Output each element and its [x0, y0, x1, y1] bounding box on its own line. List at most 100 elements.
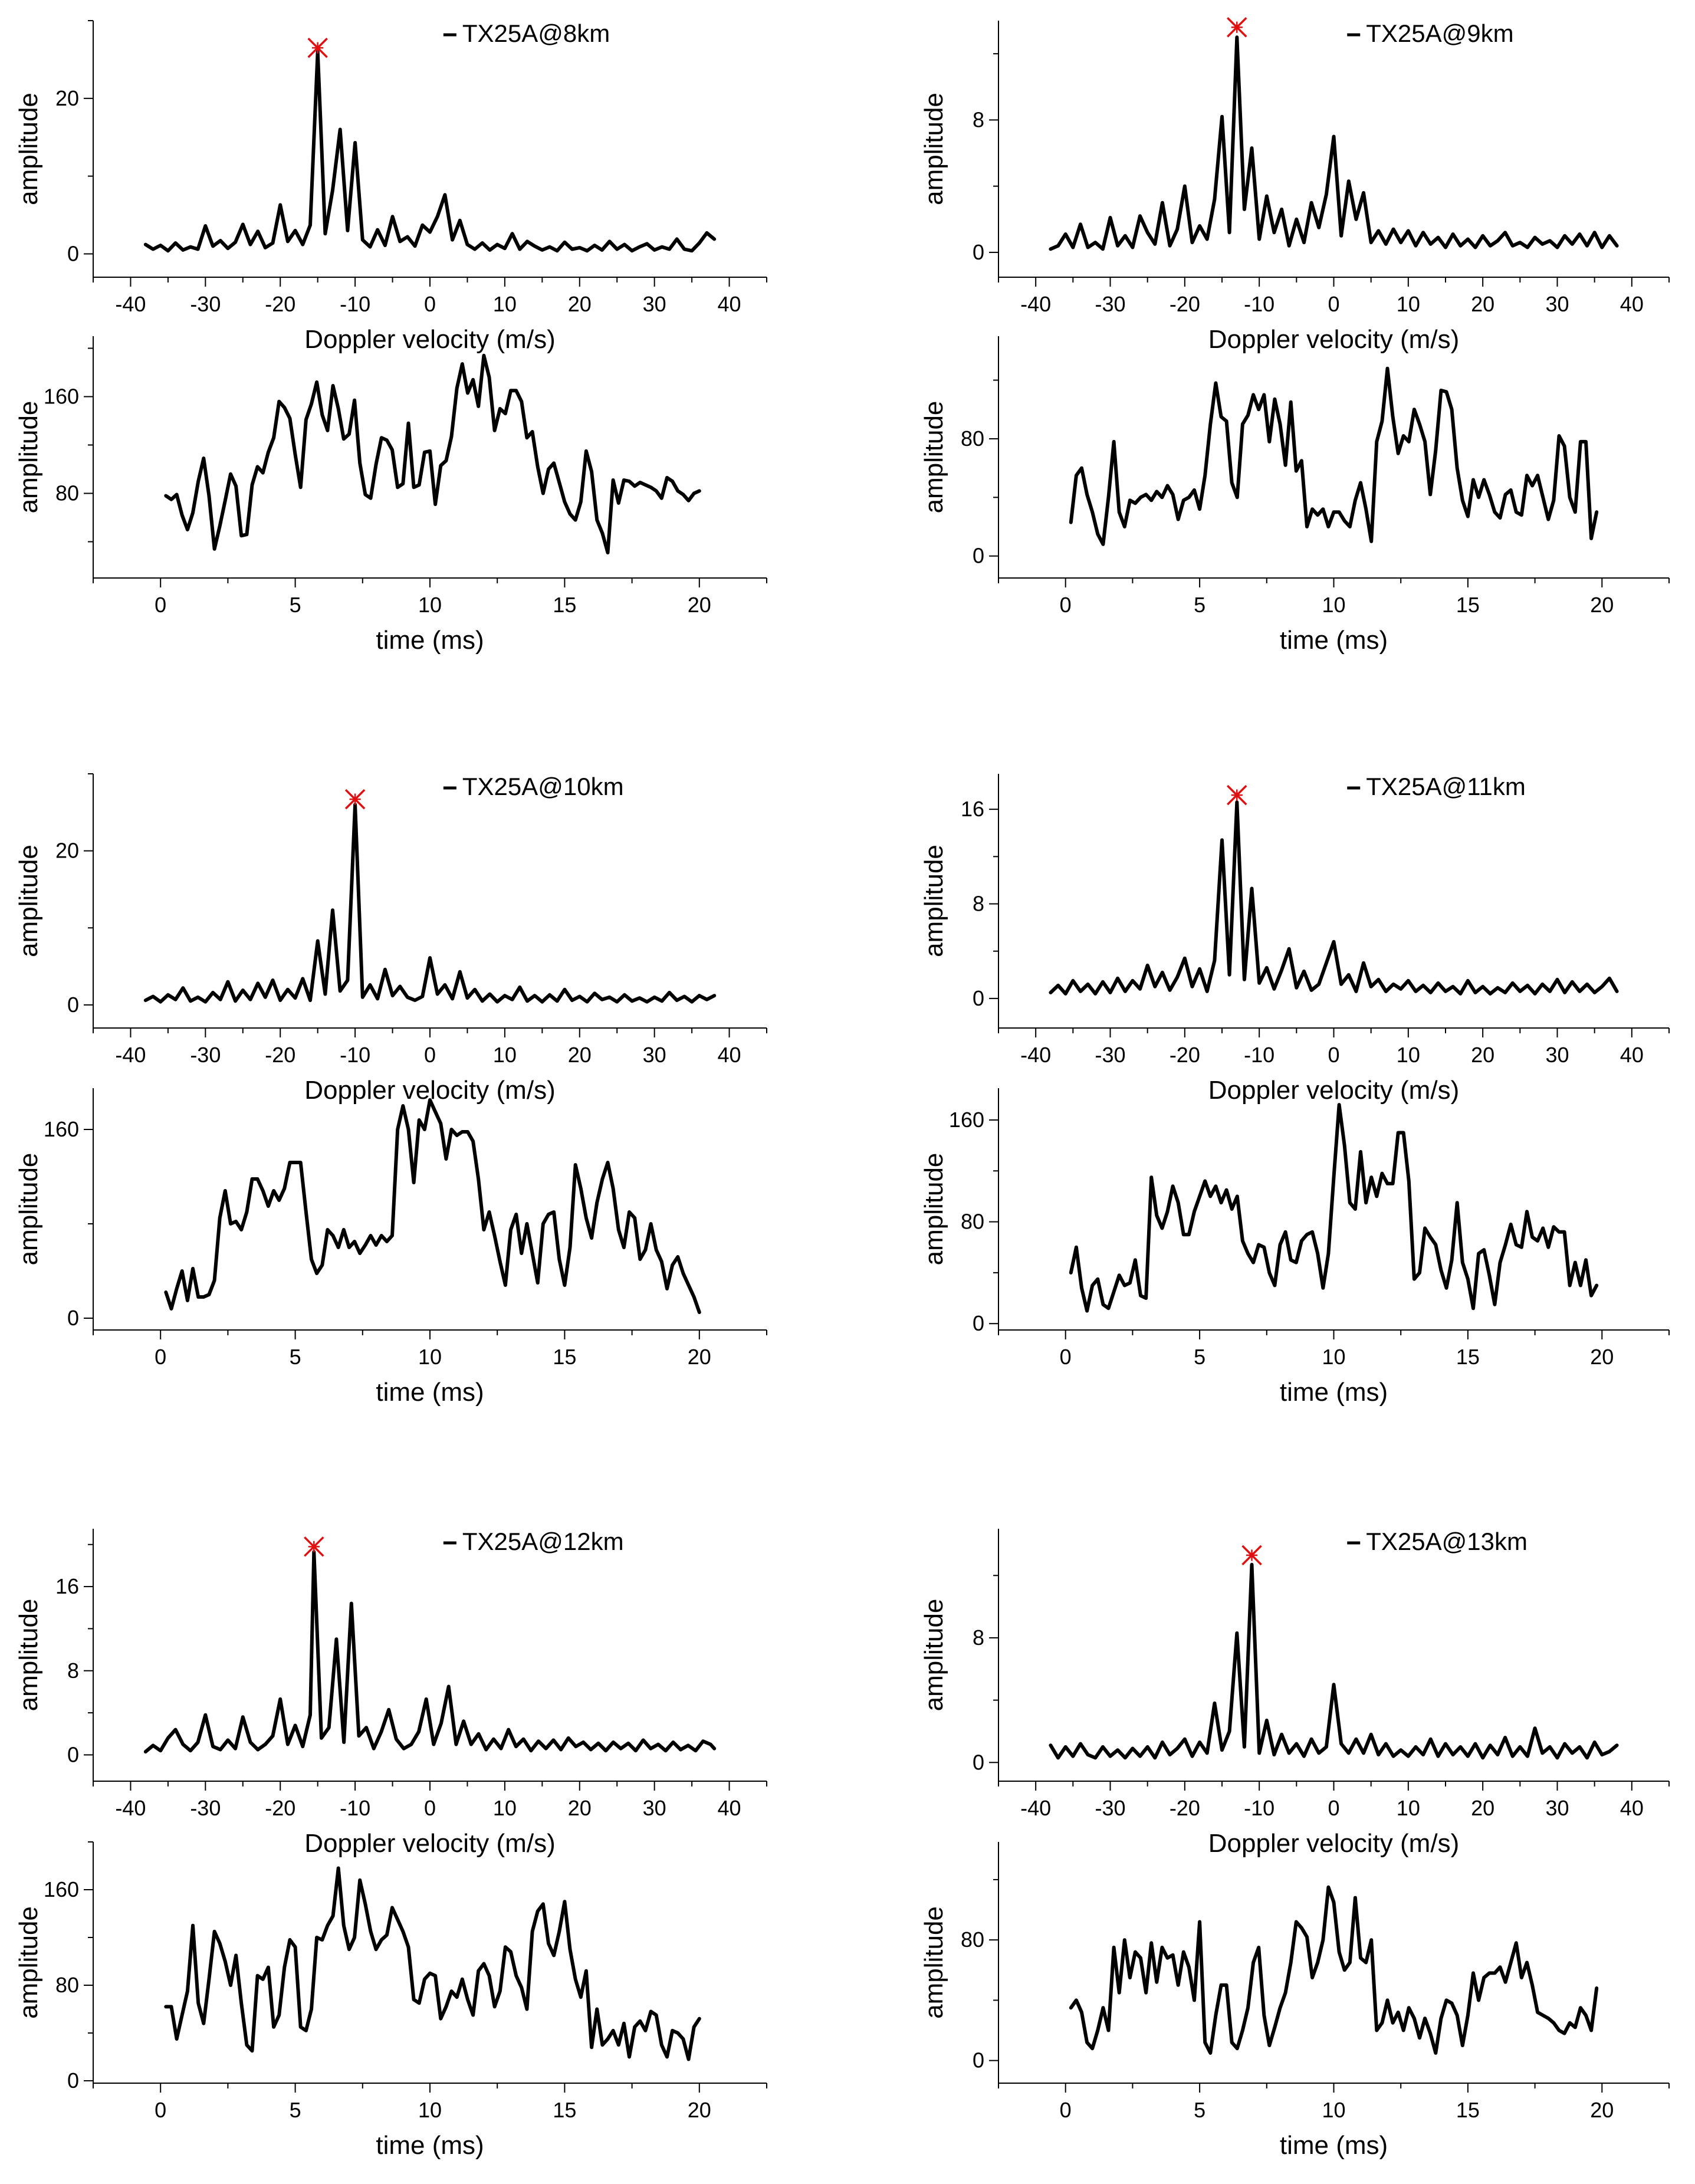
- peak-marker: [344, 789, 366, 810]
- x-tick-label: -40: [115, 292, 146, 316]
- legend-label: TX25A@8km: [462, 19, 610, 47]
- y-axis-label: amplitude: [919, 401, 948, 514]
- x-tick-label: 0: [1060, 1345, 1072, 1369]
- y-tick-label: 0: [67, 1742, 79, 1766]
- x-tick-label: 30: [1545, 292, 1569, 316]
- x-tick-label: 5: [1194, 593, 1205, 617]
- x-tick-label: -20: [1170, 292, 1200, 316]
- y-tick-label: 0: [973, 1311, 984, 1335]
- y-tick-label: 0: [67, 1306, 79, 1330]
- x-tick-label: 0: [155, 2098, 166, 2122]
- legend-label: TX25A@9km: [1366, 19, 1513, 47]
- chart-doppler-13km: -40 -30 -20 -10 0 10 20 30 40 0 8 Doppler velocity …: [919, 1528, 1670, 1858]
- x-tick-label: 20: [688, 2098, 711, 2122]
- x-tick-label: 5: [1194, 2098, 1205, 2122]
- y-tick-label: 80: [55, 1973, 79, 1997]
- peak-marker: [1241, 1545, 1262, 1566]
- x-tick-label: -30: [1095, 292, 1125, 316]
- x-tick-label: 10: [1397, 1043, 1420, 1067]
- y-axis-label: amplitude: [919, 845, 948, 957]
- chart-doppler-11km: -40 -30 -20 -10 0 10 20 30 40 0 8 16 Doppler velocit…: [919, 773, 1670, 1105]
- x-axis-label: Doppler velocity (m/s): [1208, 1829, 1459, 1858]
- x-tick-label: -20: [1170, 1796, 1200, 1820]
- x-tick-label: 15: [1456, 2098, 1480, 2122]
- x-tick-label: 5: [290, 593, 301, 617]
- chart-doppler-12km: -40 -30 -20 -10 0 10 20 30 40 0 8 16 Doppler velocit…: [14, 1528, 767, 1858]
- x-tick-label: 10: [1322, 593, 1345, 617]
- series-line: [1049, 1562, 1619, 1760]
- y-tick-label: 0: [973, 544, 984, 568]
- x-tick-label: 20: [1471, 1043, 1494, 1067]
- x-axis-label: time (ms): [376, 1378, 484, 1407]
- series-line: [143, 803, 717, 1004]
- x-tick-label: -20: [265, 1043, 295, 1067]
- y-tick-label: 160: [949, 1108, 984, 1132]
- series-line: [143, 50, 717, 253]
- x-tick-label: -20: [265, 1796, 295, 1820]
- chart-time-8km: 0 5 10 15 20 80 160 time (ms) amplitude: [14, 336, 767, 655]
- y-axis-label: amplitude: [14, 401, 43, 514]
- chart-time-12km: 0 5 10 15 20 0 80 160 time (ms) amplitude: [14, 1841, 767, 2160]
- x-tick-label: 10: [418, 2098, 442, 2122]
- y-tick-label: 8: [973, 892, 984, 916]
- peak-marker: [304, 1536, 324, 1557]
- x-tick-label: 40: [718, 292, 741, 316]
- x-axis-label: Doppler velocity (m/s): [1208, 325, 1459, 354]
- peak-marker: [1227, 17, 1247, 38]
- x-tick-label: 10: [418, 1345, 442, 1369]
- legend-label: TX25A@10km: [462, 773, 624, 800]
- y-tick-label: 0: [973, 2048, 984, 2073]
- y-tick-label: 0: [67, 241, 79, 265]
- y-axis-label: amplitude: [919, 1153, 948, 1266]
- y-tick-label: 8: [973, 107, 984, 132]
- x-tick-label: -40: [115, 1043, 146, 1067]
- series-line: [164, 1098, 701, 1314]
- x-tick-label: -20: [265, 292, 295, 316]
- x-tick-label: 30: [643, 1796, 666, 1820]
- series-line: [1069, 1885, 1599, 2055]
- x-tick-label: -40: [1020, 292, 1051, 316]
- x-tick-label: 20: [1471, 1796, 1494, 1820]
- y-tick-label: 0: [973, 986, 984, 1010]
- x-tick-label: 20: [1590, 2098, 1614, 2122]
- x-tick-label: 40: [718, 1796, 741, 1820]
- y-tick-label: 0: [67, 2068, 79, 2093]
- x-tick-label: 30: [1545, 1043, 1569, 1067]
- x-tick-label: -10: [1244, 292, 1274, 316]
- series-line: [1069, 366, 1599, 546]
- x-tick-label: -30: [1095, 1043, 1125, 1067]
- x-axis-label: Doppler velocity (m/s): [1208, 1076, 1459, 1105]
- x-tick-label: -40: [1020, 1796, 1051, 1820]
- x-tick-label: 0: [1328, 1796, 1339, 1820]
- y-axis-label: amplitude: [14, 1906, 43, 2019]
- x-axis-label: time (ms): [1280, 2131, 1388, 2160]
- x-tick-label: 5: [290, 2098, 301, 2122]
- y-axis-label: amplitude: [919, 93, 948, 205]
- x-tick-label: 0: [1328, 1043, 1339, 1067]
- x-tick-label: 10: [493, 1796, 517, 1820]
- x-tick-label: -40: [1020, 1043, 1051, 1067]
- x-axis-label: time (ms): [1280, 626, 1388, 655]
- y-axis-label: amplitude: [14, 1153, 43, 1266]
- x-tick-label: 40: [1620, 1043, 1644, 1067]
- y-tick-label: 16: [961, 797, 984, 821]
- x-tick-label: -30: [1095, 1796, 1125, 1820]
- x-tick-label: -10: [1244, 1796, 1274, 1820]
- x-tick-label: -10: [1244, 1043, 1274, 1067]
- chart-time-10km: 0 5 10 15 20 0 160 time (ms) amplitude: [14, 1088, 767, 1407]
- x-tick-label: 10: [1397, 292, 1420, 316]
- legend-label: TX25A@11km: [1366, 773, 1526, 800]
- series-line: [1049, 35, 1619, 251]
- x-tick-label: -30: [190, 1796, 221, 1820]
- x-tick-label: 0: [424, 292, 436, 316]
- x-tick-label: 10: [493, 292, 517, 316]
- x-tick-label: 20: [1471, 292, 1494, 316]
- y-tick-label: 80: [961, 1210, 984, 1234]
- y-tick-label: 0: [973, 1750, 984, 1774]
- x-tick-label: 10: [1397, 1796, 1420, 1820]
- x-tick-label: 5: [290, 1345, 301, 1369]
- x-tick-label: -30: [190, 1043, 221, 1067]
- x-axis-label: time (ms): [376, 2131, 484, 2160]
- x-tick-label: -40: [115, 1796, 146, 1820]
